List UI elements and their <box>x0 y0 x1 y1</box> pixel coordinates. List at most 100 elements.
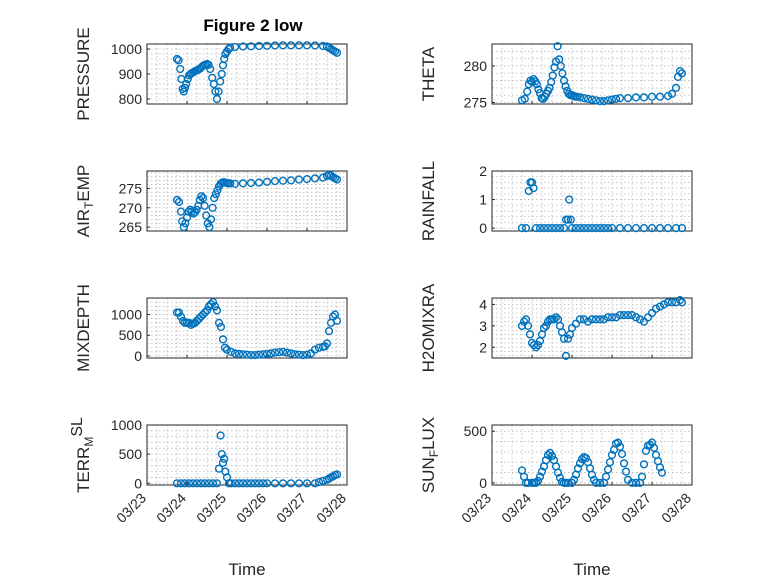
data-point <box>211 87 220 96</box>
data-point <box>615 93 625 103</box>
data-point <box>286 349 296 358</box>
data-point <box>551 313 561 322</box>
data-point <box>282 348 292 357</box>
data-point <box>298 351 308 360</box>
data-point <box>531 478 541 488</box>
data-point <box>649 443 659 452</box>
data-point <box>216 77 225 86</box>
data-point <box>205 223 214 232</box>
data-point <box>332 175 342 184</box>
data-point <box>675 296 685 305</box>
data-point <box>198 194 208 203</box>
y-tick-label: 3 <box>479 318 487 334</box>
data-point <box>270 41 280 50</box>
data-point <box>619 459 629 468</box>
data-point <box>226 43 235 52</box>
data-point <box>535 472 545 481</box>
data-point <box>294 41 304 50</box>
data-point <box>531 343 541 352</box>
data-point <box>599 224 609 233</box>
y-tick-label: 1000 <box>111 307 142 323</box>
x-tick-label: 03/24 <box>153 490 189 526</box>
data-point <box>631 313 641 322</box>
y-tick-label: 275 <box>119 180 143 196</box>
data-point <box>214 464 224 473</box>
data-point <box>551 224 561 233</box>
data-point <box>655 92 665 101</box>
data-point <box>217 69 226 79</box>
y-tick-label: 500 <box>119 327 143 343</box>
data-point <box>180 479 190 488</box>
y-tick-label: 0 <box>479 475 487 491</box>
data-point <box>641 446 651 456</box>
axes-frame <box>146 424 348 486</box>
data-point <box>569 475 579 484</box>
data-point <box>216 431 225 440</box>
data-point <box>583 317 593 326</box>
data-point <box>675 66 685 76</box>
data-point <box>310 345 320 354</box>
data-point <box>192 205 201 214</box>
y-axis-label: H2OMIXRA <box>419 283 438 372</box>
y-tick-label: 900 <box>119 66 143 82</box>
data-point <box>523 87 532 96</box>
data-point <box>639 93 649 102</box>
axes-frame <box>146 170 348 232</box>
data-point <box>238 179 248 188</box>
data-point <box>595 96 605 106</box>
data-point <box>242 350 252 359</box>
data-point <box>517 321 527 331</box>
data-point <box>286 41 296 50</box>
data-point <box>543 224 553 233</box>
data-point <box>214 87 223 96</box>
y-tick-label: 4 <box>479 296 487 312</box>
data-point <box>575 224 585 233</box>
x-tick-label: 03/25 <box>538 490 574 526</box>
data-point <box>234 479 244 488</box>
data-point <box>587 95 597 104</box>
data-point <box>619 311 629 320</box>
data-point <box>234 349 244 359</box>
data-point <box>200 308 210 317</box>
data-point <box>238 42 248 51</box>
data-point <box>561 82 570 91</box>
subplot-rainfall: 0 1 2 RAINFALL <box>419 161 693 241</box>
data-point <box>310 479 320 488</box>
y-tick-label: 270 <box>119 200 143 216</box>
data-point <box>262 177 272 186</box>
data-point <box>639 317 649 326</box>
data-point <box>179 223 188 232</box>
data-point <box>605 458 615 467</box>
data-point <box>671 298 681 307</box>
data-point <box>615 224 625 233</box>
data-point <box>176 479 186 488</box>
y-tick-label: 0 <box>134 348 142 364</box>
data-point <box>332 48 342 57</box>
data-point <box>179 87 188 96</box>
data-point <box>218 458 228 468</box>
data-point <box>187 207 196 216</box>
data-point <box>531 224 541 233</box>
data-point <box>655 224 665 233</box>
data-point <box>547 224 557 233</box>
data-point <box>595 478 605 488</box>
data-point <box>206 300 216 309</box>
data-point <box>176 312 186 321</box>
data-point <box>517 224 527 233</box>
data-point <box>208 203 217 212</box>
data-point <box>615 442 625 451</box>
data-point <box>599 96 609 106</box>
data-point <box>230 349 240 358</box>
data-point <box>541 321 551 331</box>
data-point <box>202 306 212 315</box>
data-point <box>635 315 645 324</box>
data-point <box>254 178 264 187</box>
data-point <box>613 438 623 447</box>
data-point <box>332 316 342 325</box>
data-point <box>667 298 677 307</box>
data-point <box>539 224 549 233</box>
y-tick-label: 265 <box>119 219 143 235</box>
data-point <box>220 454 229 463</box>
data-point <box>302 479 312 488</box>
data-point <box>639 460 649 469</box>
